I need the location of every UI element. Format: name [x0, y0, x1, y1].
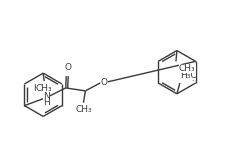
Text: O: O [64, 63, 71, 72]
Text: CH₃: CH₃ [75, 105, 91, 114]
Text: H₃C: H₃C [179, 71, 196, 80]
Text: H₂N: H₂N [33, 84, 50, 93]
Text: N: N [43, 92, 49, 101]
Text: CH₃: CH₃ [36, 84, 52, 93]
Text: H: H [43, 98, 49, 107]
Text: CH₃: CH₃ [178, 64, 195, 73]
Text: O: O [100, 78, 107, 86]
